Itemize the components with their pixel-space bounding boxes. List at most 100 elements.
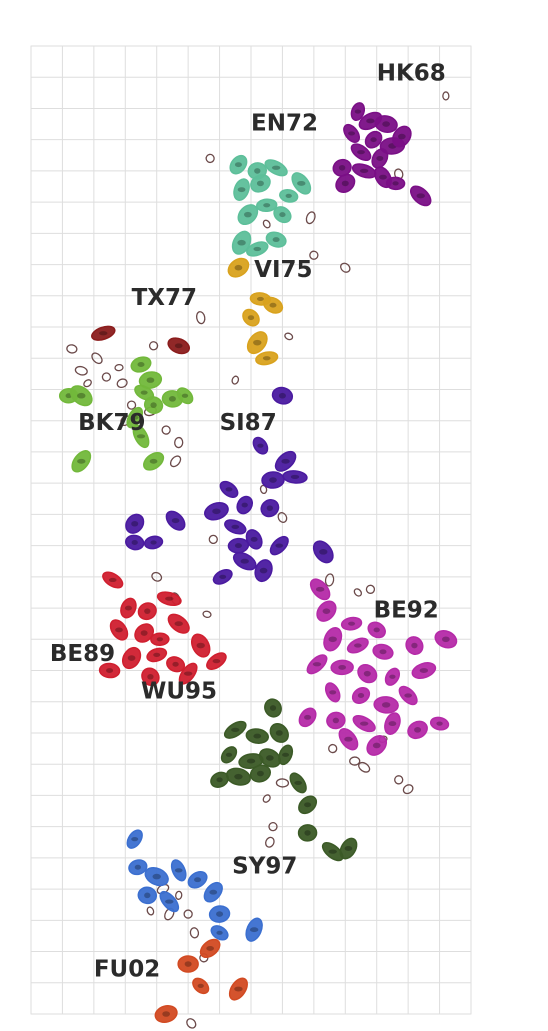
point-core xyxy=(256,770,264,777)
point-be92 xyxy=(405,636,424,655)
point-be92 xyxy=(384,667,401,686)
point-core xyxy=(253,339,262,346)
point-si87 xyxy=(260,499,280,518)
point-core xyxy=(225,487,233,492)
point-core xyxy=(144,892,151,899)
unfilled-point xyxy=(394,775,404,785)
point-si87 xyxy=(271,386,294,405)
point-core xyxy=(269,477,277,483)
point-sy97 xyxy=(159,890,180,913)
point-vi75 xyxy=(246,331,268,355)
point-be92 xyxy=(357,664,378,684)
point-si87 xyxy=(269,535,289,556)
point-core xyxy=(174,868,183,873)
cluster-si87 xyxy=(125,386,334,585)
point-core xyxy=(359,721,369,726)
cluster-be89 xyxy=(98,571,227,687)
cluster-en72 xyxy=(229,154,312,257)
point-core xyxy=(279,212,286,218)
point-core xyxy=(263,203,271,208)
point-vi75 xyxy=(255,351,279,366)
point-core xyxy=(237,239,246,246)
label-en72: EN72 xyxy=(251,110,318,136)
point-core xyxy=(150,402,157,408)
point-si87 xyxy=(219,480,239,498)
point-sy97 xyxy=(137,886,158,905)
point-be89 xyxy=(146,647,168,663)
point-core xyxy=(269,705,277,711)
point-core xyxy=(225,752,233,757)
point-core xyxy=(411,642,418,649)
point-be89 xyxy=(121,646,142,670)
point-be92 xyxy=(316,600,337,622)
point-wu95 xyxy=(264,698,282,718)
point-wu95 xyxy=(289,772,307,794)
point-bk79 xyxy=(134,384,155,401)
point-core xyxy=(234,773,243,780)
point-core xyxy=(108,577,117,583)
point-core xyxy=(184,961,192,967)
point-core xyxy=(209,889,218,895)
unfilled-point xyxy=(402,784,414,795)
point-si87 xyxy=(254,559,273,583)
point-core xyxy=(183,671,193,676)
point-bk79 xyxy=(143,451,165,471)
point-core xyxy=(124,605,132,611)
point-core xyxy=(404,693,412,698)
point-en72 xyxy=(229,154,248,175)
unfilled-point xyxy=(349,756,361,766)
unfilled-point xyxy=(324,573,335,587)
point-core xyxy=(278,392,286,399)
unfilled-point xyxy=(365,584,376,594)
unfilled-point xyxy=(66,344,78,354)
point-si87 xyxy=(143,535,164,550)
point-core xyxy=(254,168,261,174)
unfilled-point xyxy=(268,821,278,832)
point-en72 xyxy=(279,188,299,203)
unfilled-point xyxy=(116,378,128,389)
label-si87: SI87 xyxy=(220,410,277,436)
point-sy97 xyxy=(203,881,223,903)
point-core xyxy=(348,131,356,136)
unfilled-point xyxy=(309,250,319,260)
point-core xyxy=(348,621,356,626)
point-be92 xyxy=(366,735,388,756)
unfilled-point xyxy=(231,375,240,385)
point-si87 xyxy=(224,519,247,535)
point-core xyxy=(322,608,331,614)
point-si87 xyxy=(252,436,269,455)
point-sy97 xyxy=(187,870,208,889)
point-en72 xyxy=(255,198,278,213)
point-core xyxy=(304,802,312,808)
point-core xyxy=(354,109,362,114)
label-bk79: BK79 xyxy=(78,410,145,436)
point-core xyxy=(328,849,337,854)
cluster-labels: HK68 EN72 VI75 TX77 BK79 SI87 BE89 BE92 WU95 SY97… xyxy=(50,60,446,982)
point-core xyxy=(234,264,243,271)
point-core xyxy=(212,659,221,664)
point-wu95 xyxy=(321,842,344,862)
point-core xyxy=(140,630,148,636)
point-core xyxy=(247,315,255,321)
point-core xyxy=(357,150,365,155)
point-en72 xyxy=(265,231,287,248)
unfilled-point xyxy=(277,512,288,523)
point-be92 xyxy=(346,637,369,654)
point-core xyxy=(168,396,176,402)
point-core xyxy=(282,752,290,757)
point-core xyxy=(253,246,262,252)
cluster-be92 xyxy=(298,578,458,756)
point-hk68 xyxy=(343,123,361,143)
unfilled-point xyxy=(275,778,290,788)
point-vi75 xyxy=(242,308,260,327)
point-si87 xyxy=(125,513,145,534)
point-core xyxy=(290,474,300,480)
unfilled-point xyxy=(262,219,271,229)
point-be92 xyxy=(338,727,359,751)
point-hk68 xyxy=(335,173,356,193)
point-be92 xyxy=(372,643,394,660)
point-en72 xyxy=(246,241,269,257)
point-core xyxy=(379,649,387,655)
point-be89 xyxy=(166,656,186,673)
point-vi75 xyxy=(227,257,250,278)
